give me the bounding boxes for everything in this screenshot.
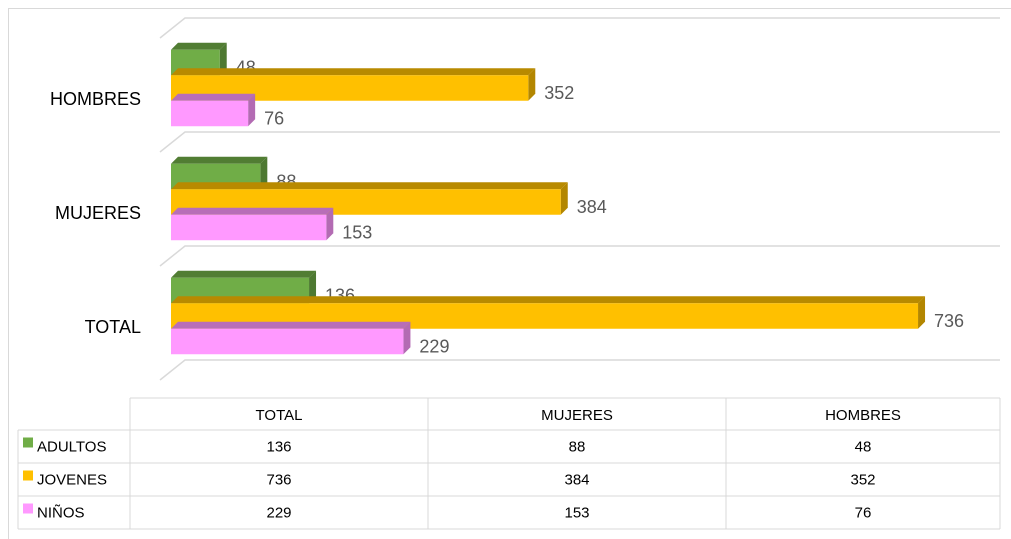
- bar-top-face: [171, 156, 268, 164]
- table-header: TOTAL: [256, 407, 303, 424]
- category-label: TOTAL: [85, 317, 141, 337]
- table-cell: 352: [850, 471, 875, 488]
- bar-side-face: [260, 156, 268, 190]
- data-label: 384: [577, 197, 607, 217]
- table-cell: 229: [266, 504, 291, 521]
- legend-key: [23, 470, 33, 481]
- category-label: MUJERES: [55, 203, 141, 223]
- data-label: 736: [934, 311, 964, 331]
- bar: [171, 328, 404, 355]
- bar: [171, 214, 327, 241]
- bar-side-face: [248, 93, 256, 127]
- bar: [171, 100, 249, 127]
- legend-key: [23, 503, 33, 514]
- table-cell: 76: [855, 504, 872, 521]
- bar-side-face: [403, 321, 411, 355]
- chart-border: [8, 8, 1011, 539]
- bar-top-face: [171, 321, 411, 329]
- data-label: 153: [342, 222, 372, 242]
- bar-side-face: [309, 270, 317, 304]
- table-cell: 48: [855, 438, 872, 455]
- table-header: MUJERES: [541, 407, 613, 424]
- bar-top-face: [171, 68, 536, 76]
- data-label: 352: [544, 83, 574, 103]
- legend-key: [23, 437, 33, 448]
- legend-label: ADULTOS: [37, 438, 106, 455]
- table-cell: 136: [266, 438, 291, 455]
- table-cell: 88: [569, 438, 586, 455]
- grid-line: [159, 245, 1000, 267]
- grid-line: [159, 359, 1000, 381]
- legend-label: JOVENES: [37, 471, 107, 488]
- bar-top-face: [171, 42, 227, 50]
- bar-side-face: [560, 182, 568, 215]
- data-label: 229: [419, 336, 449, 356]
- bar-side-face: [528, 68, 536, 101]
- grid-line: [159, 131, 1000, 153]
- legend-label: NIÑOS: [37, 504, 85, 521]
- data-label: 76: [264, 108, 284, 128]
- table-cell: 153: [564, 504, 589, 521]
- bar-top-face: [171, 182, 568, 190]
- table-cell: 736: [266, 471, 291, 488]
- grid-line: [159, 17, 1000, 39]
- category-label: HOMBRES: [50, 89, 141, 109]
- table-header: HOMBRES: [825, 407, 901, 424]
- bar-top-face: [171, 296, 926, 304]
- bar-top-face: [171, 93, 256, 101]
- bar-top-face: [171, 207, 334, 215]
- bar-top-face: [171, 270, 317, 278]
- bar-side-face: [326, 207, 334, 241]
- table-cell: 384: [564, 471, 589, 488]
- bar-side-face: [219, 42, 227, 76]
- bar-side-face: [918, 296, 926, 329]
